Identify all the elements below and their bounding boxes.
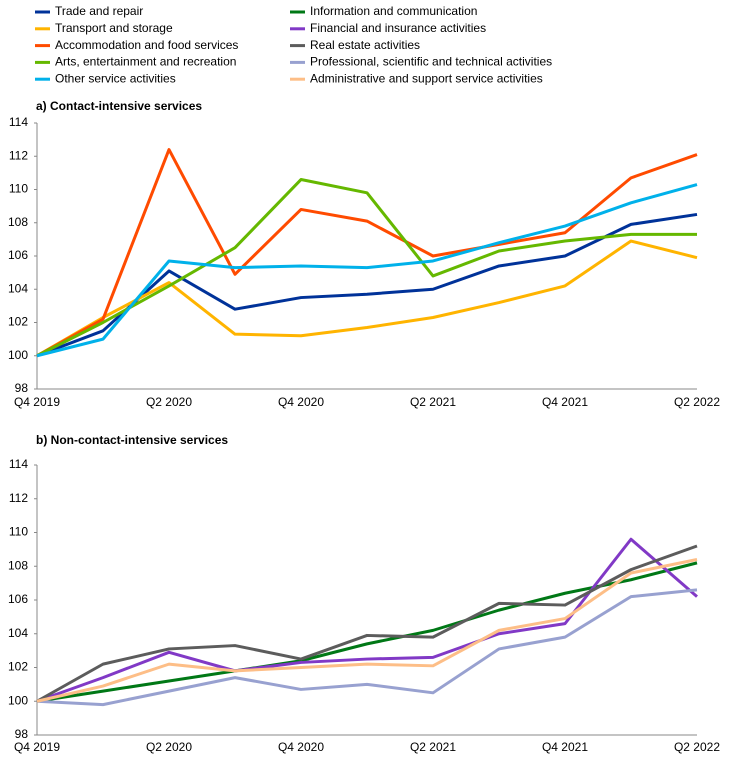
legend-label: Administrative and support service activ… xyxy=(310,71,543,85)
series-line xyxy=(36,212,698,358)
x-tick-label: Q4 2019 xyxy=(14,395,60,409)
x-tick-label: Q2 2022 xyxy=(674,740,720,754)
series-line xyxy=(36,544,698,703)
x-tick-label: Q2 2020 xyxy=(146,740,192,754)
x-tick-label: Q2 2021 xyxy=(410,395,456,409)
legend-label: Information and communication xyxy=(310,4,477,18)
y-tick-label: 100 xyxy=(8,348,28,362)
y-tick-label: 112 xyxy=(9,491,28,505)
series-line xyxy=(36,178,697,358)
legend-label: Other service activities xyxy=(55,71,176,85)
y-tick-label: 114 xyxy=(9,457,28,471)
y-tick-label: 110 xyxy=(9,525,28,539)
y-tick-label: 98 xyxy=(15,381,29,395)
x-tick-label: Q4 2021 xyxy=(542,395,588,409)
y-tick-label: 106 xyxy=(8,592,28,606)
series-line xyxy=(36,239,698,358)
legend-label: Professional, scientific and technical a… xyxy=(310,55,552,69)
legend-label: Real estate activities xyxy=(310,38,420,52)
y-tick-label: 98 xyxy=(15,727,29,741)
y-tick-label: 110 xyxy=(9,182,28,196)
y-tick-label: 100 xyxy=(8,693,28,707)
x-tick-label: Q2 2022 xyxy=(674,395,720,409)
x-tick-label: Q4 2019 xyxy=(14,740,60,754)
x-tick-label: Q4 2020 xyxy=(278,740,324,754)
y-tick-label: 114 xyxy=(9,115,28,129)
series-line xyxy=(36,561,698,703)
y-tick-label: 108 xyxy=(8,215,28,229)
series-line xyxy=(36,588,698,707)
y-tick-label: 102 xyxy=(8,660,28,674)
x-tick-label: Q4 2020 xyxy=(278,395,324,409)
series-line xyxy=(36,183,698,358)
y-tick-label: 104 xyxy=(8,281,28,295)
y-tick-label: 112 xyxy=(9,148,28,162)
y-tick-label: 102 xyxy=(8,315,28,329)
panel-title: b) Non-contact-intensive services xyxy=(36,433,228,447)
x-tick-label: Q2 2021 xyxy=(410,740,456,754)
legend-label: Trade and repair xyxy=(55,4,143,18)
series-line xyxy=(36,148,698,358)
x-tick-label: Q2 2020 xyxy=(146,395,192,409)
y-tick-label: 106 xyxy=(8,248,28,262)
series-line xyxy=(36,537,698,703)
legend-label: Accommodation and food services xyxy=(55,38,238,52)
y-tick-label: 104 xyxy=(8,626,28,640)
panel-title: a) Contact-intensive services xyxy=(36,99,202,113)
legend-label: Arts, entertainment and recreation xyxy=(55,55,236,69)
series-line xyxy=(36,558,698,703)
x-tick-label: Q4 2021 xyxy=(542,740,588,754)
legend-label: Transport and storage xyxy=(55,21,173,35)
legend-label: Financial and insurance activities xyxy=(310,21,486,35)
y-tick-label: 108 xyxy=(8,558,28,572)
